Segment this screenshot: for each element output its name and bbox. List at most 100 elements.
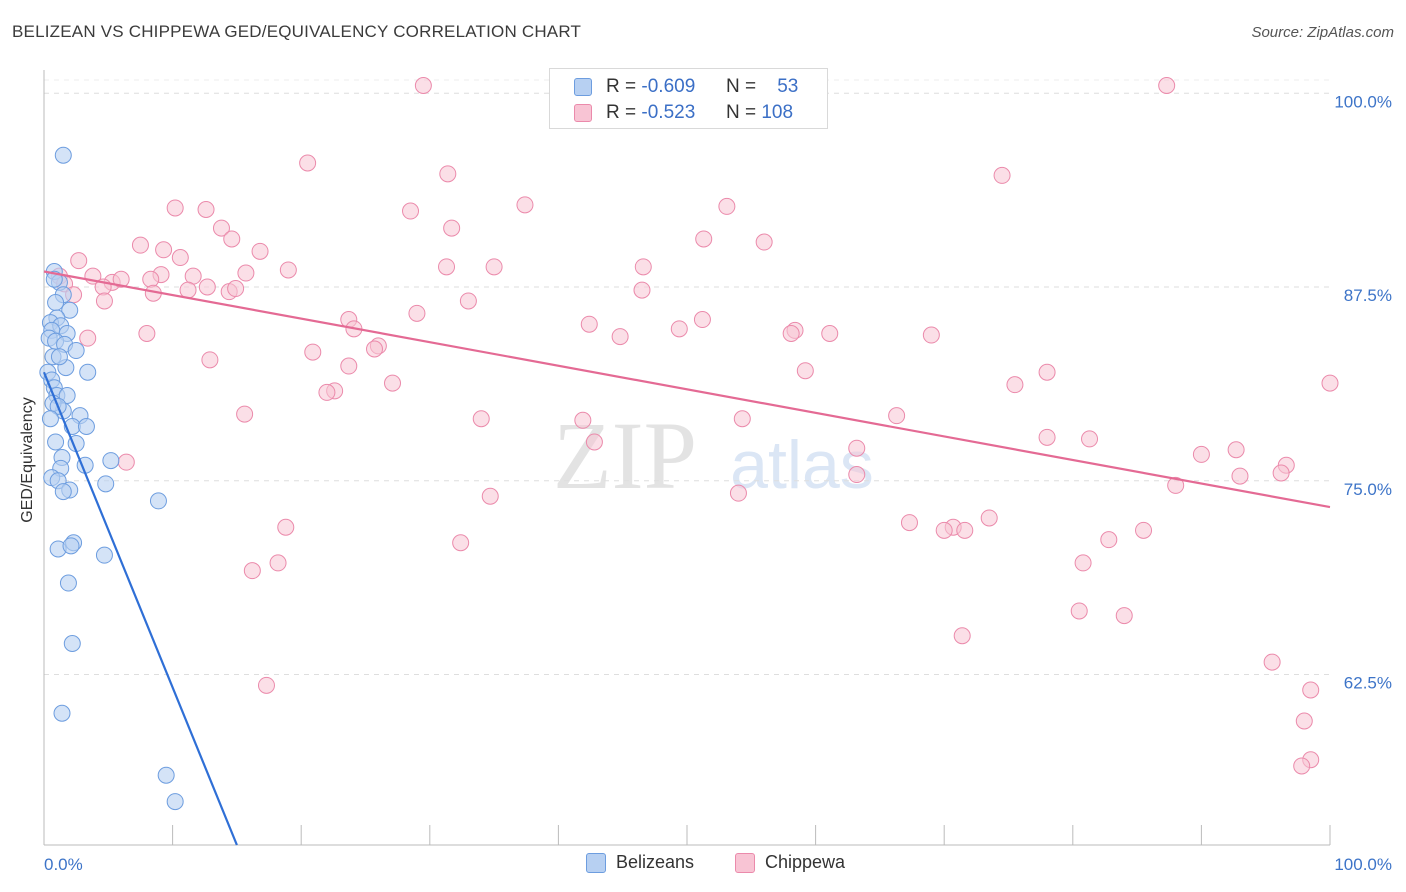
chippewa-point [956,521,974,539]
chippewa-point [953,627,971,645]
belizeans-swatch [574,78,592,96]
chippewa-point [227,280,245,298]
chippewa-point [1227,441,1245,459]
r-value: -0.609 [641,76,696,97]
chippewa-point [212,219,230,237]
chippewa-point [633,281,651,299]
r-label: R = [606,76,637,97]
belizeans-point [79,363,97,381]
correlation-legend: R = -0.609 N = 53 R = -0.523 N = 108 [549,68,828,129]
chippewa-point [611,328,629,346]
belizeans-point [50,348,68,366]
belizeans-point [45,270,63,288]
chippewa-point [277,518,295,536]
legend-row-chippewa: R = -0.523 N = 108 [574,101,793,125]
chippewa-point [848,466,866,484]
belizeans-point [63,635,81,652]
chippewa-point [452,534,470,552]
chippewa-point [131,236,149,254]
chippewa-point [634,258,652,276]
chippewa-point [796,362,814,380]
chippewa-point [201,351,219,369]
chippewa-point [729,484,747,502]
chippewa-point [117,453,135,471]
belizeans-point [47,433,65,451]
chippewa-point [112,270,130,288]
chippewa-point [481,487,499,505]
legend-label-chippewa: Chippewa [765,852,846,872]
belizeans-point [102,452,120,470]
chippewa-point [459,292,477,310]
r-label: R = [606,102,637,123]
belizeans-swatch [586,852,606,873]
belizeans-point [67,342,85,360]
legend-label-belizeans: Belizeans [616,852,695,872]
axes [43,70,1331,846]
belizeans-point [59,574,77,592]
chippewa-point [236,405,254,423]
chippewa-point [414,77,432,94]
r-value: -0.523 [641,102,696,123]
chippewa-point [755,233,773,251]
legend-row-belizeans: R = -0.609 N = 53 [574,75,798,99]
chippewa-point [384,374,402,392]
chippewa-point [848,439,866,457]
belizeans-point [97,475,115,493]
grid-lines [44,79,1330,675]
chippewa-point [1231,467,1249,485]
chippewa-point [402,202,420,220]
chippewa-point [585,433,603,451]
chippewa-point [1038,363,1056,381]
belizeans-point [47,294,65,311]
chippewa-point [1074,554,1092,572]
chippewa-point [670,320,688,338]
chippewa-point [257,676,275,694]
chippewa-point [166,199,184,217]
chippewa-point [1070,602,1088,620]
chippewa-point [439,165,457,183]
chippewa-point [299,154,317,172]
legend-item-chippewa[interactable]: Chippewa [735,852,845,873]
chippewa-point [574,411,592,429]
trend-lines [42,270,1331,846]
watermark-atlas: atlas [730,427,874,503]
y-tick-label: 62.5% [1344,674,1392,693]
n-value: 53 [777,76,799,97]
chippewa-point [155,241,173,259]
chippewa-point [718,197,736,215]
chippewa-point [1192,445,1210,463]
n-label: N = [725,76,757,97]
chippewa-point [304,343,322,361]
chippewa-point [438,258,456,276]
chippewa-trend-line [43,270,1331,509]
y-tick-label: 87.5% [1344,286,1392,305]
n-label: N = [725,102,757,123]
chippewa-point [1263,653,1281,671]
tick-labels: 62.5% 75.0% 87.5% 100.0% 0.0% 100.0% [44,92,1392,874]
belizeans-point [149,492,167,510]
chippewa-point [179,281,197,299]
n-value: 108 [761,102,794,123]
chippewa-point [580,315,598,333]
belizeans-point [95,546,113,564]
belizeans-point [54,483,72,501]
chippewa-point [993,166,1011,184]
belizeans-point [166,793,184,811]
chippewa-point [443,219,461,237]
chippewa-point [1293,757,1311,775]
chippewa-point [142,270,160,288]
y-tick-label: 100.0% [1334,92,1392,111]
belizeans-point [54,146,72,164]
watermark: ZIP atlas [553,402,874,509]
y-axis-title: GED/Equivalency [19,397,36,523]
chippewa-point [733,410,751,428]
chippewa-point [1302,681,1320,699]
legend-item-belizeans[interactable]: Belizeans [586,852,694,873]
y-tick-label: 75.0% [1344,480,1392,499]
chippewa-point [197,201,215,218]
chippewa-point [340,357,358,375]
x-tick-label: 100.0% [1334,855,1392,874]
chippewa-point [95,292,113,310]
chippewa-point [138,325,156,342]
